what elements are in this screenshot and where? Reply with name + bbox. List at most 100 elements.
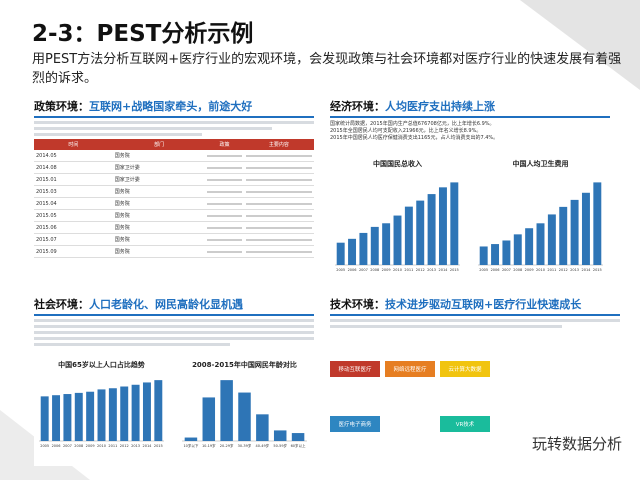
row: 2015.06 国务院 <box>34 221 314 234</box>
bar <box>513 234 522 265</box>
row: 2015.09 国务院 <box>34 245 314 258</box>
title: 2-3：PEST分析示例 <box>32 21 254 47</box>
cell: 2015.07 <box>34 233 113 246</box>
bar <box>154 380 163 441</box>
text-line <box>34 325 314 328</box>
cell <box>243 150 314 162</box>
text-line <box>34 127 272 130</box>
tech-panel: 技术环境：技术进步驱动互联网+医疗行业快速成长 移动互联医疗 网络远程医疗 云计算大… <box>330 296 620 466</box>
x-tick-label: 2010 <box>393 268 402 272</box>
x-tick-label: 2014 <box>142 444 152 448</box>
text-line <box>330 319 620 322</box>
x-tick-label: 2010 <box>536 268 545 272</box>
text-line <box>207 166 242 169</box>
policy-panel: 政策环境：互联网+战略国家牵头，前途大好 时间 部门 政策 主要内容 2014.05 国务… <box>34 98 314 288</box>
rule <box>330 314 620 316</box>
row: 2014.08 国家卫计委 <box>34 161 314 174</box>
cell: 国家卫计委 <box>112 161 206 174</box>
cell <box>243 245 314 258</box>
text-line <box>245 238 312 241</box>
heading-text: 技术进步驱动互联网+医疗行业快速成长 <box>385 298 582 311</box>
subtitle: 用PEST方法分析互联网+医疗行业的宏观环境，会发现政策与社会环境都对医疗行业的… <box>32 52 622 86</box>
cell: 2015.01 <box>34 173 113 186</box>
x-tick-label: 40-49岁 <box>256 443 270 448</box>
x-tick-label: 2012 <box>416 268 425 272</box>
x-tick-label: 10-19岁 <box>202 443 216 448</box>
cell <box>243 209 314 222</box>
text-line <box>245 154 312 157</box>
cell: 国务院 <box>112 197 206 210</box>
rule <box>34 116 314 118</box>
text-line <box>245 202 312 205</box>
text-line <box>34 331 314 334</box>
cell <box>205 209 244 222</box>
heading-text: 互联网+战略国家牵头，前途大好 <box>89 100 253 113</box>
row: 2015.07 国务院 <box>34 233 314 246</box>
cell: 2015.04 <box>34 197 113 210</box>
bar <box>559 206 568 265</box>
tech-node: 医疗电子商务 <box>330 416 380 432</box>
heading: 政策环境：互联网+战略国家牵头，前途大好 <box>34 98 314 114</box>
cell: 国务院 <box>112 209 206 222</box>
bar <box>142 382 151 441</box>
cell: 2015.09 <box>34 245 113 258</box>
text-line <box>34 343 230 346</box>
x-tick-label: 2006 <box>52 444 61 448</box>
text-line <box>245 166 312 169</box>
text-line <box>34 121 314 124</box>
bar <box>438 187 447 265</box>
x-tick-label: 2015 <box>154 444 163 448</box>
text-line <box>34 337 314 340</box>
x-tick-label: 20-29岁 <box>220 443 234 448</box>
x-tick-label: 2011 <box>108 444 117 448</box>
bar <box>184 437 198 441</box>
bar <box>40 396 49 441</box>
rule <box>34 314 314 316</box>
heading: 社会环境：人口老龄化、网民高龄化显机遇 <box>34 296 314 312</box>
text-line <box>207 202 242 205</box>
bar <box>273 430 287 441</box>
text-line <box>245 190 312 193</box>
label: 社会环境： <box>34 298 89 311</box>
text-line <box>34 133 202 136</box>
cell: 国务院 <box>112 245 206 258</box>
cell <box>205 161 244 174</box>
x-tick-label: 30-39岁 <box>238 443 252 448</box>
cell: 2014.05 <box>34 150 113 162</box>
bar <box>52 395 61 441</box>
text-line <box>245 214 312 217</box>
x-tick-label: 10岁以下 <box>183 443 198 448</box>
label: 技术环境： <box>330 298 385 311</box>
row: 2015.03 国务院 <box>34 185 314 198</box>
policy-table: 时间 部门 政策 主要内容 2014.05 国务院 2014.08 国家卫计委 2015.01 国… <box>34 139 314 258</box>
x-tick-label: 2012 <box>559 268 568 272</box>
x-tick-label: 2015 <box>450 268 459 272</box>
x-tick-label: 2008 <box>370 268 379 272</box>
bar <box>108 388 117 441</box>
bar <box>348 238 357 265</box>
chart-title: 中国65岁以上人口占比趋势 <box>58 360 145 369</box>
cell <box>205 197 244 210</box>
x-tick-label: 2015 <box>593 268 602 272</box>
bar <box>202 397 216 441</box>
heading: 经济环境：人均医疗支出持续上涨 <box>330 98 610 114</box>
text-line <box>245 250 312 253</box>
cell: 国务院 <box>112 185 206 198</box>
text-line <box>245 178 312 181</box>
bar <box>450 182 459 265</box>
bar <box>256 414 269 441</box>
row: 2015.01 国家卫计委 <box>34 173 314 186</box>
x-tick-label: 2013 <box>570 268 579 272</box>
bar <box>359 232 368 265</box>
x-tick-label: 2009 <box>525 268 534 272</box>
cell <box>205 233 244 246</box>
x-tick-label: 2007 <box>502 268 511 272</box>
text-line: 2015年中国居民人均医疗保健消费支出1165元，占人均消费支出的7.4%。 <box>330 135 499 141</box>
x-tick-label: 2005 <box>336 268 345 272</box>
cell: 2015.05 <box>34 209 113 222</box>
economy-panel: 经济环境：人均医疗支出持续上涨 国家统计局数据，2015年国内生产总值67670… <box>330 98 610 288</box>
cell <box>243 221 314 234</box>
x-tick-label: 2013 <box>427 268 436 272</box>
x-tick-label: 2012 <box>120 444 129 448</box>
